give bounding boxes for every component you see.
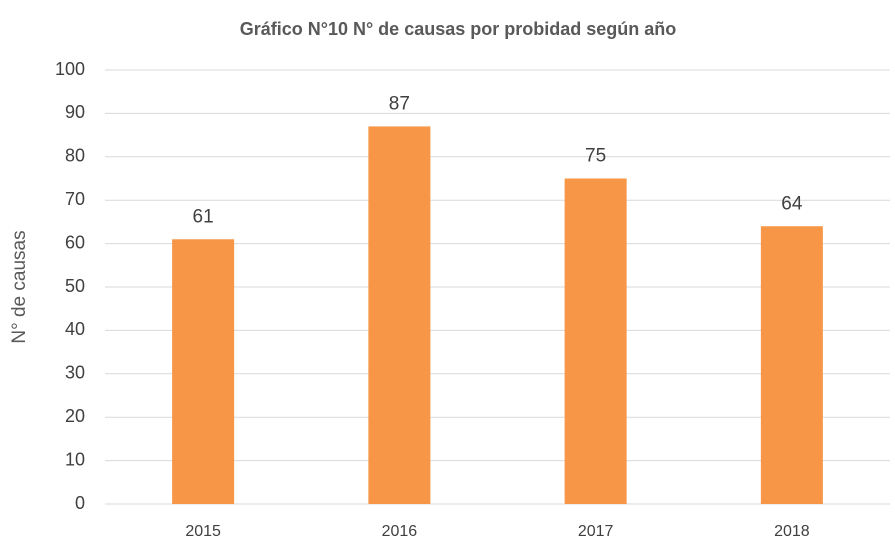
data-label: 87 xyxy=(389,93,410,114)
y-tick-label: 50 xyxy=(65,276,85,296)
bar xyxy=(564,178,627,504)
y-axis-label: N° de causas xyxy=(9,230,30,343)
data-label: 75 xyxy=(585,146,606,167)
bar xyxy=(760,226,823,505)
x-tick-label: 2016 xyxy=(382,523,418,540)
y-tick-label: 0 xyxy=(75,493,85,513)
y-tick-label: 100 xyxy=(55,59,85,79)
x-tick-label: 2018 xyxy=(774,523,810,540)
y-tick-label: 20 xyxy=(65,406,85,426)
y-tick-label: 60 xyxy=(65,232,85,252)
y-tick-label: 40 xyxy=(65,319,85,339)
x-tick-label: 2017 xyxy=(578,523,614,540)
x-tick-label: 2015 xyxy=(185,523,221,540)
y-tick-label: 30 xyxy=(65,363,85,383)
y-tick-label: 90 xyxy=(65,102,85,122)
data-label: 61 xyxy=(193,206,214,227)
y-tick-label: 70 xyxy=(65,189,85,209)
bar xyxy=(172,239,235,504)
y-tick-label: 80 xyxy=(65,146,85,166)
chart-title: Gráfico N°10 N° de causas por probidad s… xyxy=(240,19,677,39)
data-label: 64 xyxy=(781,193,803,214)
bar xyxy=(368,126,431,505)
y-tick-label: 10 xyxy=(65,449,85,469)
